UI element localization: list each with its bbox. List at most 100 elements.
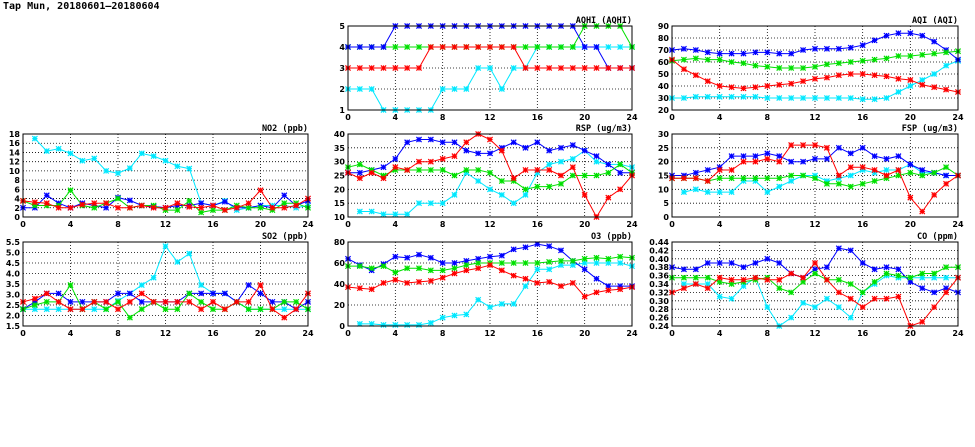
data-point bbox=[356, 64, 363, 72]
data-point bbox=[427, 254, 434, 261]
data-point bbox=[907, 169, 914, 176]
data-point bbox=[103, 298, 110, 305]
data-point bbox=[174, 163, 181, 170]
y-tick-label: 4.0 bbox=[6, 270, 21, 279]
data-point bbox=[126, 197, 133, 204]
data-point bbox=[859, 57, 866, 64]
data-point bbox=[368, 286, 375, 293]
data-point bbox=[404, 43, 411, 51]
data-point bbox=[919, 32, 926, 39]
data-point bbox=[764, 255, 771, 262]
data-point bbox=[811, 266, 819, 273]
data-point bbox=[67, 187, 74, 194]
data-point bbox=[498, 43, 505, 51]
data-point bbox=[883, 94, 890, 102]
data-point bbox=[451, 259, 458, 267]
data-point bbox=[91, 155, 98, 162]
data-point bbox=[752, 178, 759, 185]
data-point bbox=[475, 296, 482, 303]
y-tick-label: 60 bbox=[658, 58, 670, 67]
data-point bbox=[895, 30, 902, 37]
data-point bbox=[716, 278, 723, 285]
data-point bbox=[764, 276, 771, 283]
x-tick-label: 8 bbox=[115, 220, 121, 229]
data-point bbox=[439, 155, 446, 162]
data-point bbox=[704, 178, 711, 185]
y-tick-label: 3 bbox=[339, 64, 345, 73]
x-tick-label: 16 bbox=[207, 329, 219, 338]
data-point bbox=[55, 290, 62, 297]
data-point bbox=[186, 298, 193, 305]
data-point bbox=[198, 200, 205, 207]
data-point bbox=[716, 93, 723, 100]
data-point bbox=[847, 183, 854, 190]
data-point bbox=[581, 255, 588, 262]
data-point bbox=[209, 207, 217, 214]
data-point bbox=[126, 290, 133, 297]
y-tick-label: 35 bbox=[334, 144, 346, 153]
data-point bbox=[439, 139, 446, 146]
data-point bbox=[752, 93, 759, 100]
series-blue bbox=[668, 245, 962, 296]
data-point bbox=[943, 62, 950, 69]
data-point bbox=[764, 82, 771, 90]
data-point bbox=[581, 147, 588, 154]
data-point bbox=[126, 314, 133, 321]
x-tick-label: 16 bbox=[857, 329, 869, 338]
chart-o3: 0 20 40 60 80 0 4 8 12 16 20 24 O3 (ppb) bbox=[334, 232, 638, 338]
data-point bbox=[871, 96, 878, 103]
data-point bbox=[463, 311, 470, 318]
data-point bbox=[126, 204, 133, 211]
data-point bbox=[716, 56, 723, 63]
data-point bbox=[800, 142, 807, 149]
data-point bbox=[704, 280, 711, 288]
data-point bbox=[788, 80, 795, 87]
data-point bbox=[486, 43, 494, 51]
data-point bbox=[847, 314, 854, 321]
plot-frame bbox=[22, 133, 309, 218]
data-point bbox=[776, 183, 783, 190]
data-point bbox=[415, 158, 423, 165]
x-tick-label: 4 bbox=[393, 113, 399, 122]
data-point bbox=[103, 204, 110, 211]
x-tick-label: 20 bbox=[905, 329, 917, 338]
series-cyan bbox=[356, 259, 636, 328]
data-point bbox=[522, 283, 529, 290]
data-point bbox=[546, 278, 553, 285]
data-point bbox=[498, 178, 505, 185]
data-point bbox=[198, 204, 205, 211]
x-tick-label: 12 bbox=[809, 329, 820, 338]
data-point bbox=[368, 85, 375, 93]
y-tick-label: 2 bbox=[339, 85, 345, 94]
data-point bbox=[835, 45, 842, 52]
data-point bbox=[439, 200, 446, 207]
data-point bbox=[269, 306, 276, 313]
data-point bbox=[439, 274, 446, 281]
data-point bbox=[943, 86, 950, 93]
data-point bbox=[510, 246, 517, 253]
data-point bbox=[356, 208, 363, 215]
data-point bbox=[31, 135, 38, 142]
x-tick-label: 12 bbox=[484, 220, 495, 229]
data-point bbox=[91, 200, 98, 207]
data-point bbox=[907, 30, 914, 37]
data-point bbox=[557, 283, 565, 290]
x-tick-label: 24 bbox=[626, 113, 638, 122]
data-point bbox=[823, 180, 830, 187]
data-point bbox=[79, 306, 86, 313]
x-tick-label: 12 bbox=[160, 220, 171, 229]
x-tick-label: 24 bbox=[302, 220, 314, 229]
data-point bbox=[883, 55, 890, 62]
data-point bbox=[569, 155, 576, 162]
data-point bbox=[919, 318, 926, 325]
data-point bbox=[716, 293, 723, 300]
series-line-cyan bbox=[359, 149, 633, 215]
data-point bbox=[198, 306, 205, 313]
data-point bbox=[907, 161, 914, 168]
y-tick-label: 0.28 bbox=[649, 305, 669, 314]
data-point bbox=[427, 158, 434, 165]
data-point bbox=[907, 82, 914, 90]
data-point bbox=[617, 64, 624, 72]
data-point bbox=[392, 166, 399, 173]
data-point bbox=[788, 64, 795, 72]
